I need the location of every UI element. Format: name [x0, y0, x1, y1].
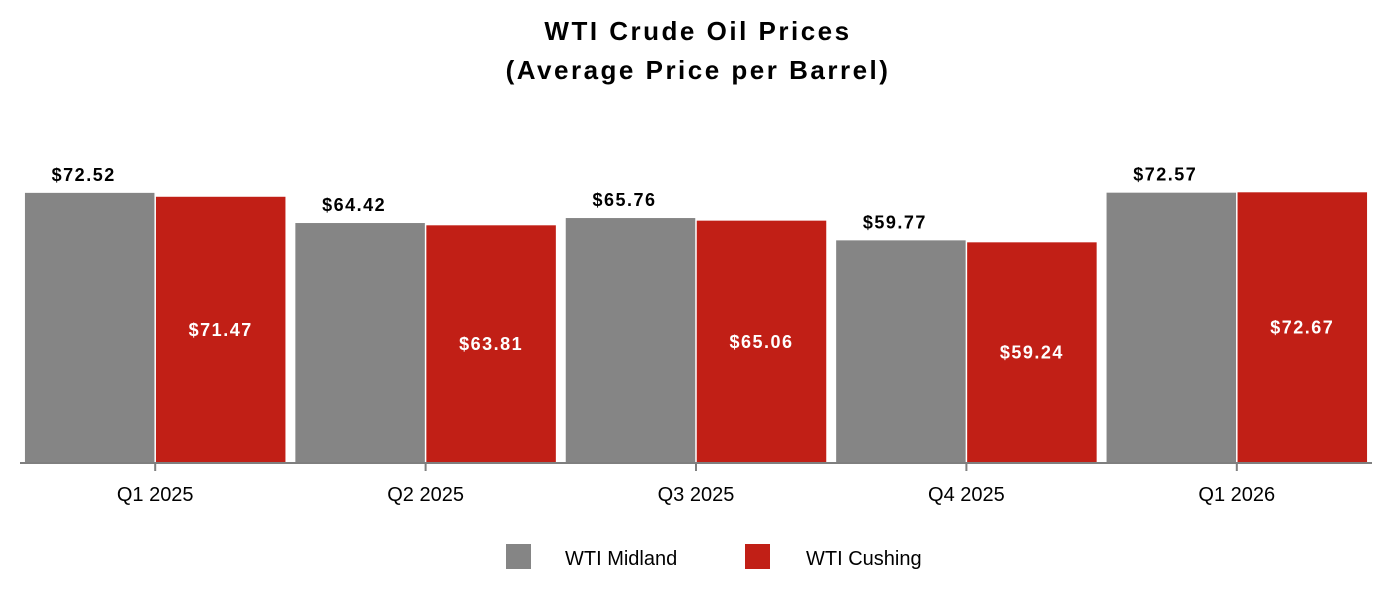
bar-wti-midland-q4-2025: [836, 240, 966, 463]
value-label: $72.57: [1133, 165, 1197, 185]
chart-subtitle: (Average Price per Barrel): [505, 55, 891, 85]
bar-wti-midland-q3-2025: [565, 218, 696, 463]
value-labels-layer: $72.52 $71.47 $64.42 $63.81 $65.76 $65.06 $59.…: [52, 165, 1334, 363]
value-label: $72.67: [1270, 318, 1334, 338]
value-label: $65.06: [729, 332, 793, 352]
legend-label: WTI Cushing: [806, 548, 922, 570]
bars-layer: [24, 192, 1368, 464]
bar-wti-midland-q2-2025: [295, 223, 425, 463]
bar-wti-cushing-q1-2026: [1237, 192, 1368, 463]
bar-wti-cushing-q4-2025: [967, 242, 1097, 463]
chart-title: WTI Crude Oil Prices: [544, 16, 852, 46]
value-label: $59.77: [863, 212, 927, 232]
value-label: $65.76: [592, 190, 656, 210]
value-label: $63.81: [459, 334, 523, 354]
x-axis: Q1 2025 Q2 2025 Q3 2025 Q4 2025 Q1 2026: [20, 462, 1372, 506]
x-tick-label: Q4 2025: [928, 484, 1005, 506]
x-tick-label: Q3 2025: [658, 484, 735, 506]
x-tick-label: Q1 2026: [1198, 484, 1275, 506]
x-tick-label: Q2 2025: [387, 484, 464, 506]
bar-wti-cushing-q3-2025: [696, 220, 827, 463]
legend-swatch-wti-cushing: [745, 544, 770, 569]
bar-wti-midland-q1-2026: [1106, 192, 1237, 463]
value-label: $72.52: [52, 165, 116, 185]
bar-wti-cushing-q1-2025: [155, 196, 286, 464]
legend: WTI Midland WTI Cushing: [506, 544, 922, 570]
x-tick-label: Q1 2025: [117, 484, 194, 506]
bar-wti-cushing-q2-2025: [426, 225, 556, 463]
value-label: $71.47: [189, 320, 253, 340]
legend-swatch-wti-midland: [506, 544, 531, 569]
value-label: $64.42: [322, 195, 386, 215]
bar-wti-midland-q1-2025: [24, 192, 155, 463]
legend-label: WTI Midland: [565, 548, 677, 570]
value-label: $59.24: [1000, 343, 1064, 363]
